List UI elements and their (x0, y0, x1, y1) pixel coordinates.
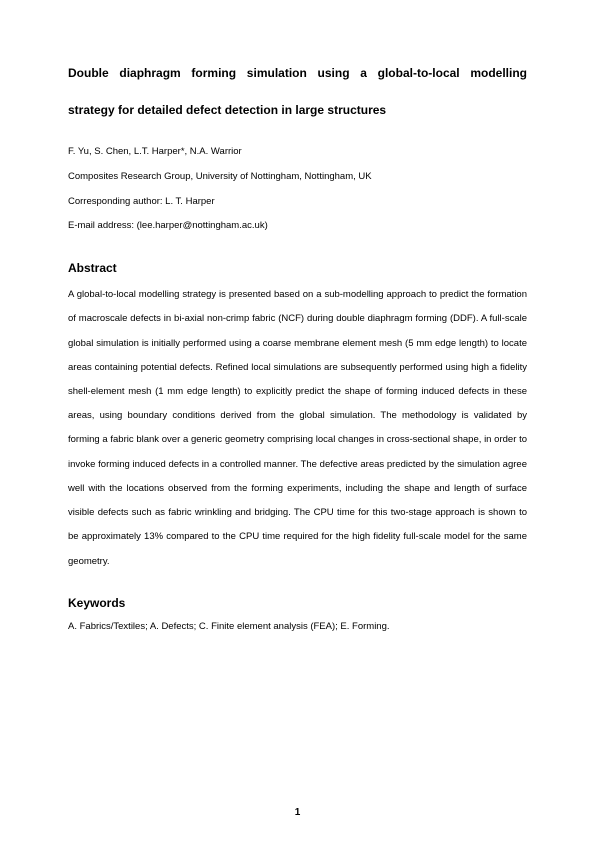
keywords-heading: Keywords (68, 596, 527, 610)
authors: F. Yu, S. Chen, L.T. Harper*, N.A. Warri… (68, 140, 527, 165)
email: E-mail address: (lee.harper@nottingham.a… (68, 214, 527, 239)
page-number: 1 (0, 807, 595, 818)
keywords-body: A. Fabrics/Textiles; A. Defects; C. Fini… (68, 618, 527, 635)
abstract-body: A global-to-local modelling strategy is … (68, 283, 527, 574)
corresponding-author: Corresponding author: L. T. Harper (68, 190, 527, 215)
paper-title-line2: strategy for detailed defect detection i… (68, 95, 527, 126)
affiliation: Composites Research Group, University of… (68, 165, 527, 190)
paper-title-line1: Double diaphragm forming simulation usin… (68, 58, 527, 89)
abstract-heading: Abstract (68, 261, 527, 275)
